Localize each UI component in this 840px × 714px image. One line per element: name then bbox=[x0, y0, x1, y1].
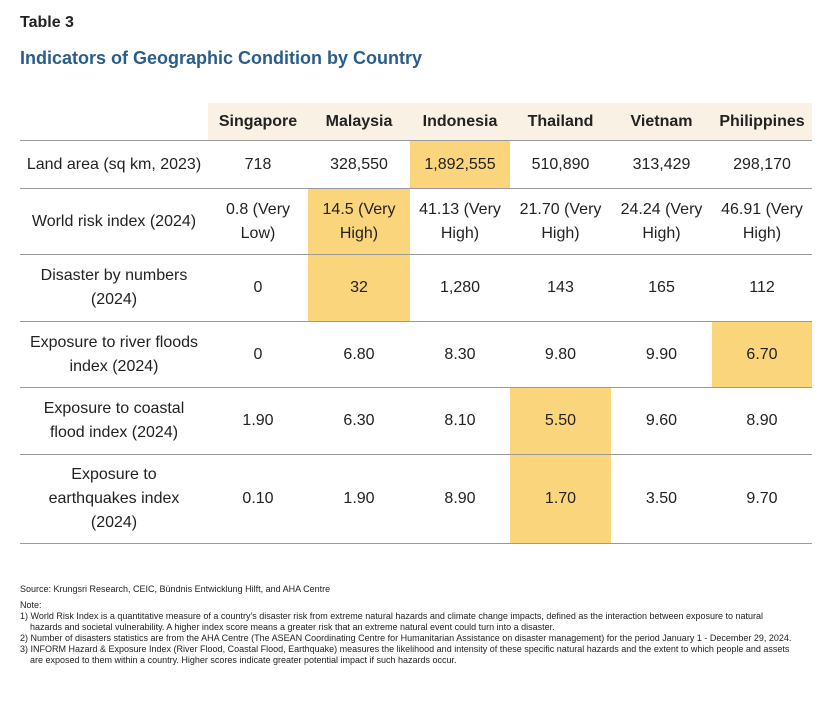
cell: 112 bbox=[712, 254, 812, 322]
column-header: Thailand bbox=[510, 103, 611, 141]
cell: 0.10 bbox=[208, 454, 308, 544]
cell: 165 bbox=[611, 254, 712, 322]
table-row: Exposure to river floods index (2024) 0 6.… bbox=[20, 321, 812, 388]
table-row: Exposure to earthquakes index (2024) 0.10… bbox=[20, 454, 812, 544]
column-header: Philippines bbox=[712, 103, 812, 141]
row-label: Disaster by numbers (2024) bbox=[20, 254, 208, 322]
cell: 14.5 (Very High) bbox=[308, 188, 410, 255]
row-label: Exposure to coastal flood index (2024) bbox=[20, 387, 208, 455]
cell: 8.90 bbox=[712, 387, 812, 455]
note: 1) World Risk Index is a quantitative me… bbox=[20, 611, 764, 632]
cell: 1.70 bbox=[510, 454, 611, 544]
cell: 1.90 bbox=[308, 454, 410, 544]
cell: 6.70 bbox=[712, 321, 812, 388]
cell: 313,429 bbox=[611, 140, 712, 189]
row-label: Exposure to earthquakes index (2024) bbox=[20, 454, 208, 544]
cell: 8.10 bbox=[410, 387, 510, 455]
cell: 0 bbox=[208, 254, 308, 322]
table-row: Exposure to coastal flood index (2024) 1.… bbox=[20, 387, 812, 455]
note-label: Note: bbox=[20, 600, 42, 610]
row-label: Exposure to river floods index (2024) bbox=[20, 321, 208, 388]
cell: 9.60 bbox=[611, 387, 712, 455]
table-row: Disaster by numbers (2024) 0 32 1,280 143 165… bbox=[20, 254, 812, 322]
cell: 0 bbox=[208, 321, 308, 388]
cell: 46.91 (Very High) bbox=[712, 188, 812, 255]
cell: 32 bbox=[308, 254, 410, 322]
cell: 8.90 bbox=[410, 454, 510, 544]
cell: 41.13 (Very High) bbox=[410, 188, 510, 255]
table-label: Table 3 bbox=[20, 14, 74, 31]
cell: 718 bbox=[208, 140, 308, 189]
corner-cell bbox=[20, 103, 208, 141]
cell: 6.80 bbox=[308, 321, 410, 388]
cell: 328,550 bbox=[308, 140, 410, 189]
cell: 21.70 (Very High) bbox=[510, 188, 611, 255]
cell: 8.30 bbox=[410, 321, 510, 388]
cell: 0.8 (Very Low) bbox=[208, 188, 308, 255]
cell: 298,170 bbox=[712, 140, 812, 189]
column-header: Singapore bbox=[208, 103, 308, 141]
cell: 5.50 bbox=[510, 387, 611, 455]
cell: 9.80 bbox=[510, 321, 611, 388]
cell: 9.90 bbox=[611, 321, 712, 388]
table-row: World risk index (2024) 0.8 (Very Low) 14.… bbox=[20, 188, 812, 255]
cell: 510,890 bbox=[510, 140, 611, 189]
cell: 1.90 bbox=[208, 387, 308, 455]
row-label: Land area (sq km, 2023) bbox=[20, 140, 208, 189]
data-table: Singapore Malaysia Indonesia Thailand Vietna… bbox=[20, 103, 812, 544]
note: 2) Number of disasters statistics are fr… bbox=[20, 633, 792, 643]
column-header: Vietnam bbox=[611, 103, 712, 141]
cell: 143 bbox=[510, 254, 611, 322]
cell: 1,280 bbox=[410, 254, 510, 322]
column-header: Malaysia bbox=[308, 103, 410, 141]
footer: Source: Krungsri Research, CEIC, Bündnis… bbox=[20, 584, 795, 666]
note: 3) INFORM Hazard & Exposure Index (River… bbox=[20, 644, 790, 665]
cell: 3.50 bbox=[611, 454, 712, 544]
table-title: Indicators of Geographic Condition by Co… bbox=[20, 48, 423, 68]
column-header: Indonesia bbox=[410, 103, 510, 141]
header-row: Singapore Malaysia Indonesia Thailand Vietna… bbox=[20, 103, 812, 141]
table-row: Land area (sq km, 2023) 718 328,550 1,892,5… bbox=[20, 140, 812, 189]
notes: 1) World Risk Index is a quantitative me… bbox=[20, 611, 795, 666]
cell: 6.30 bbox=[308, 387, 410, 455]
cell: 1,892,555 bbox=[410, 140, 510, 189]
source: Source: Krungsri Research, CEIC, Bündnis… bbox=[20, 584, 331, 594]
cell: 24.24 (Very High) bbox=[611, 188, 712, 255]
cell: 9.70 bbox=[712, 454, 812, 544]
row-label: World risk index (2024) bbox=[20, 188, 208, 255]
